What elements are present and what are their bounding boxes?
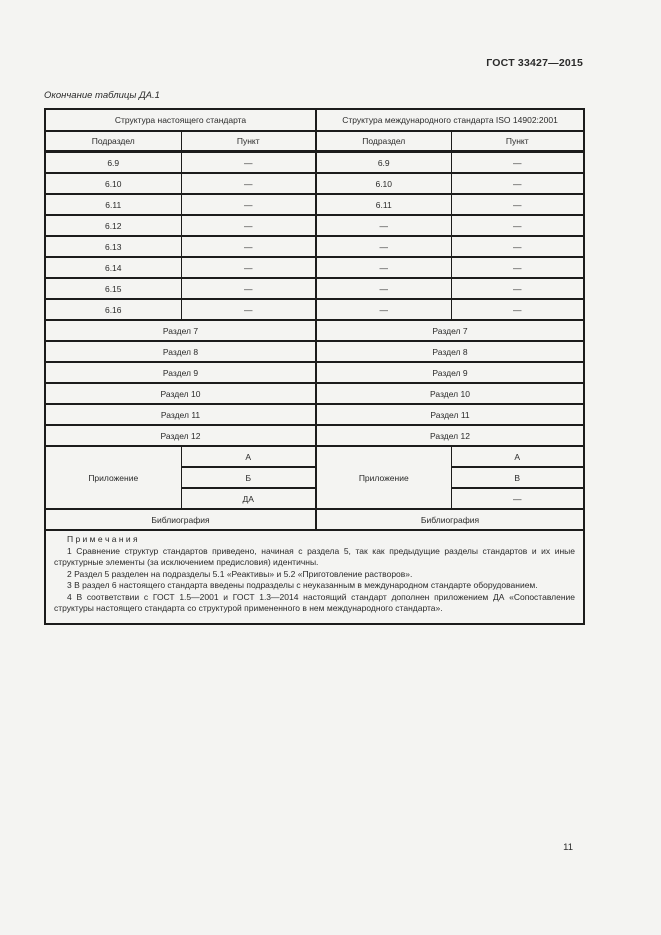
- table-cell: —: [180, 256, 317, 279]
- table-caption: Окончание таблицы ДА.1: [44, 90, 160, 101]
- table-cell: —: [315, 214, 452, 237]
- column-header: Пункт: [450, 130, 585, 153]
- column-header-row: Подраздел Пункт Подраздел Пункт: [44, 130, 585, 153]
- doc-number: ГОСТ 33427—2015: [486, 57, 583, 69]
- section-cell: Раздел 10: [44, 382, 317, 405]
- table-row: 6.14 — — —: [44, 256, 585, 279]
- column-header: Подраздел: [315, 130, 452, 153]
- table-cell: —: [180, 235, 317, 258]
- structure-comparison-table: Структура настоящего стандарта Структура…: [44, 108, 586, 625]
- table-cell: 6.9: [44, 150, 182, 174]
- bibliography-cell: Библиография: [314, 508, 585, 531]
- section-row: Раздел 9 Раздел 9: [44, 361, 585, 384]
- table-cell: —: [180, 150, 317, 174]
- table-row: 6.16 — — —: [44, 298, 585, 321]
- table-cell: 6.10: [44, 172, 182, 195]
- section-cell: Раздел 9: [44, 361, 317, 384]
- table-cell: —: [450, 150, 585, 174]
- table-cell: —: [180, 298, 317, 321]
- table-row: 6.13 — — —: [44, 235, 585, 258]
- column-header: Подраздел: [44, 130, 182, 153]
- annex-label-right: Приложение: [315, 445, 452, 510]
- annex-item: А: [180, 445, 317, 468]
- table-cell: —: [315, 235, 452, 258]
- section-cell: Раздел 12: [314, 424, 585, 447]
- bibliography-row: Библиография Библиография: [44, 508, 585, 531]
- table-cell: 6.12: [44, 214, 182, 237]
- table-cell: —: [450, 193, 585, 216]
- table-cell: —: [450, 214, 585, 237]
- annex-item: —: [450, 487, 585, 510]
- annex-item: А: [450, 445, 585, 468]
- note-item: 3 В раздел 6 настоящего стандарта введен…: [67, 580, 538, 590]
- table-cell: 6.16: [44, 298, 182, 321]
- table-row: 6.12 — — —: [44, 214, 585, 237]
- notes-cell: П р и м е ч а н и я 1 Сравнение структур…: [44, 529, 585, 625]
- table-cell: —: [450, 277, 585, 300]
- section-cell: Раздел 8: [314, 340, 585, 363]
- annex-row: Б В: [45, 466, 585, 489]
- annex-label-left: Приложение: [44, 445, 182, 510]
- table-row: 6.10 — 6.10 —: [44, 172, 585, 195]
- section-cell: Раздел 12: [44, 424, 317, 447]
- section-cell: Раздел 11: [44, 403, 317, 426]
- table-cell: —: [180, 214, 317, 237]
- section-cell: Раздел 7: [44, 319, 317, 342]
- bibliography-cell: Библиография: [44, 508, 317, 531]
- section-cell: Раздел 8: [44, 340, 317, 363]
- table-cell: —: [180, 172, 317, 195]
- annex-row: ДА —: [45, 487, 585, 510]
- page-number: 11: [563, 842, 573, 853]
- table-cell: 6.14: [44, 256, 182, 279]
- table-cell: 6.11: [315, 193, 452, 216]
- annex-item: ДА: [180, 487, 317, 510]
- table-cell: —: [315, 277, 452, 300]
- section-row: Раздел 10 Раздел 10: [44, 382, 585, 405]
- table-cell: —: [180, 193, 317, 216]
- notes-title: П р и м е ч а н и я: [67, 534, 138, 544]
- section-row: Раздел 8 Раздел 8: [44, 340, 585, 363]
- group-header-right: Структура международного стандарта ISO 1…: [314, 108, 585, 132]
- annex-item: В: [450, 466, 585, 489]
- annex-item: Б: [180, 466, 317, 489]
- table-cell: —: [450, 172, 585, 195]
- table-cell: 6.10: [315, 172, 452, 195]
- table-row: 6.15 — — —: [44, 277, 585, 300]
- section-row: Раздел 11 Раздел 11: [44, 403, 585, 426]
- table-cell: —: [450, 235, 585, 258]
- table-row: 6.11 — 6.11 —: [44, 193, 585, 216]
- group-header-left: Структура настоящего стандарта: [44, 108, 317, 132]
- note-item: 1 Сравнение структур стандартов приведен…: [54, 545, 576, 568]
- section-cell: Раздел 10: [314, 382, 585, 405]
- section-cell: Раздел 9: [314, 361, 585, 384]
- notes-row: П р и м е ч а н и я 1 Сравнение структур…: [44, 529, 585, 625]
- section-row: Раздел 7 Раздел 7: [44, 319, 585, 342]
- table-cell: 6.9: [315, 150, 452, 174]
- table-cell: 6.13: [44, 235, 182, 258]
- section-cell: Раздел 7: [314, 319, 585, 342]
- note-item: 4 В соответствии с ГОСТ 1.5—2001 и ГОСТ …: [54, 591, 576, 614]
- note-item: 2 Раздел 5 разделен на подразделы 5.1 «Р…: [67, 568, 413, 579]
- annex-row: Приложение А Приложение А: [44, 445, 585, 510]
- table-cell: —: [450, 298, 585, 321]
- section-row: Раздел 12 Раздел 12: [44, 424, 585, 447]
- table-cell: —: [315, 298, 452, 321]
- column-header: Пункт: [180, 130, 317, 153]
- table-cell: 6.11: [44, 193, 182, 216]
- table-cell: 6.15: [44, 277, 182, 300]
- table-row: 6.9 — 6.9 —: [44, 150, 585, 174]
- table-cell: —: [315, 256, 452, 279]
- group-header-row: Структура настоящего стандарта Структура…: [44, 108, 585, 132]
- section-cell: Раздел 11: [314, 403, 585, 426]
- table-cell: —: [180, 277, 317, 300]
- table-cell: —: [450, 256, 585, 279]
